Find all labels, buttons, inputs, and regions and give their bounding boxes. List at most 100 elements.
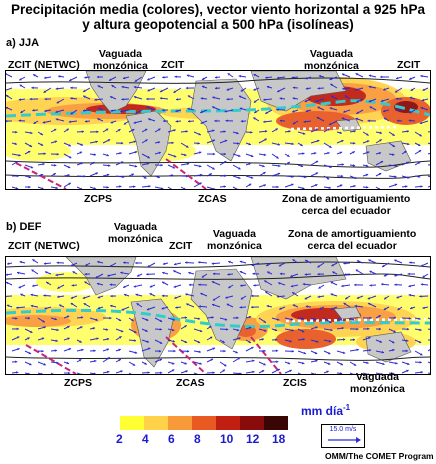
label-zcas-a: ZCAS: [198, 193, 227, 205]
wind-arrow-head: [278, 282, 281, 285]
wind-arrow-head: [304, 297, 308, 300]
wind-arrow-head: [43, 152, 46, 155]
wind-arrow: [375, 372, 384, 374]
wind-arrow-head: [378, 173, 382, 176]
wind-arrow-head: [366, 185, 369, 189]
wind-arrow-head: [109, 316, 112, 320]
wind-arrow-head: [408, 284, 411, 288]
wind-arrow-head: [106, 337, 110, 341]
wind-arrow-head: [41, 187, 44, 189]
wind-arrow-head: [158, 151, 161, 155]
wind-arrow-head: [368, 99, 372, 103]
wind-arrow-head: [224, 110, 227, 113]
wind-arrow-head: [329, 77, 333, 81]
wind-arrow: [427, 349, 430, 352]
wind-arrow-head: [41, 349, 44, 353]
wind-arrow-head: [330, 281, 334, 284]
wind-arrow-head: [290, 284, 294, 288]
wind-arrow-head: [302, 152, 305, 155]
wind-arrow-head: [383, 109, 386, 113]
wind-arrow-head: [366, 361, 369, 365]
wind-arrow-head: [53, 173, 56, 176]
wind-arrow-head: [239, 260, 243, 264]
wind-arrow-head: [20, 110, 23, 113]
wind-arrow-head: [6, 119, 8, 123]
wind-arrow-head: [263, 349, 266, 353]
wind-arrow-head: [251, 346, 254, 350]
wind-arrow-head: [248, 315, 252, 319]
wind-arrow-head: [305, 76, 309, 80]
wind-arrow-head: [133, 140, 137, 143]
wind-arrow-head: [67, 325, 70, 329]
wind-arrow-head: [145, 139, 148, 142]
wind-arrow-head: [68, 120, 72, 124]
wind-arrow-head: [212, 347, 215, 350]
wind-arrow-head: [367, 119, 370, 123]
wind-arrow-head: [145, 329, 148, 332]
wind-arrow-head: [106, 348, 110, 351]
wind-arrow-head: [227, 273, 230, 276]
wind-arrow-head: [356, 327, 359, 331]
wind-arrow-head: [392, 144, 395, 147]
wind-arrow-head: [355, 73, 359, 76]
wind-arrow-head: [7, 262, 10, 265]
wind-arrow-head: [396, 119, 400, 123]
wind-arrow-head: [274, 328, 278, 332]
wind-arrow-head: [28, 175, 32, 179]
wind-arrow-head: [378, 327, 382, 331]
wind-arrow-head: [16, 306, 19, 309]
map-jja: [5, 70, 431, 190]
wind-arrow-head: [106, 186, 109, 189]
wind-arrow-head: [289, 339, 292, 343]
wind-arrow-head: [407, 362, 410, 366]
wind-arrow-head: [96, 337, 99, 340]
wind-arrow-head: [368, 74, 372, 78]
wind-arrow-head: [343, 302, 347, 306]
wind-arrow-head: [253, 284, 256, 287]
wind-arrow-head: [262, 164, 265, 168]
wind-arrow-head: [95, 318, 98, 322]
wind-arrow-head: [6, 304, 10, 308]
wind-arrow-head: [161, 187, 164, 189]
wind-arrow-head: [382, 362, 385, 366]
wind-arrow-head: [197, 340, 201, 344]
wind-arrow: [180, 186, 186, 189]
wind-arrow-head: [188, 283, 192, 287]
wind-arrow-head: [209, 336, 213, 340]
wind-arrow-head: [239, 270, 243, 274]
wind-arrow-head: [369, 106, 373, 109]
wind-arrow-head: [251, 294, 254, 298]
wind-arrow-head: [330, 328, 333, 332]
wind-arrow-head: [383, 274, 387, 277]
wind-arrow-head: [175, 109, 178, 113]
wind-arrow-head: [42, 162, 45, 166]
wind-arrow-head: [378, 315, 381, 318]
wind-arrow-head: [68, 155, 72, 159]
wind-arrow-head: [172, 340, 175, 343]
wind-arrow-head: [291, 76, 294, 79]
label-zcps-a: ZCPS: [84, 193, 113, 205]
wind-arrow-head: [343, 110, 346, 113]
wind-arrow-head: [263, 362, 266, 366]
wind-arrow-head: [120, 370, 123, 373]
wind-arrow-head: [78, 359, 82, 362]
wind-arrow-head: [14, 360, 18, 364]
wind-arrow-head: [365, 173, 369, 177]
wind-arrow-head: [392, 133, 395, 136]
label-vaguada-b1: Vaguada monzónica: [108, 221, 163, 245]
wind-arrow-head: [212, 298, 216, 301]
wind-arrow-head: [291, 183, 294, 187]
wind-arrow-head: [302, 282, 306, 286]
wind-arrow-head: [118, 348, 121, 352]
wind-arrow-head: [397, 307, 401, 311]
wind-arrow-head: [383, 117, 387, 121]
wind-arrow-head: [6, 72, 7, 75]
wind-arrow-head: [80, 187, 83, 189]
wind-arrow: [427, 175, 430, 178]
wind-arrow-head: [55, 273, 58, 277]
wind-arrow-head: [330, 95, 334, 98]
wind-arrow: [193, 372, 198, 374]
wind-arrow-head: [18, 98, 22, 101]
wind-arrow-head: [291, 175, 294, 178]
wind-arrow-head: [353, 184, 356, 188]
